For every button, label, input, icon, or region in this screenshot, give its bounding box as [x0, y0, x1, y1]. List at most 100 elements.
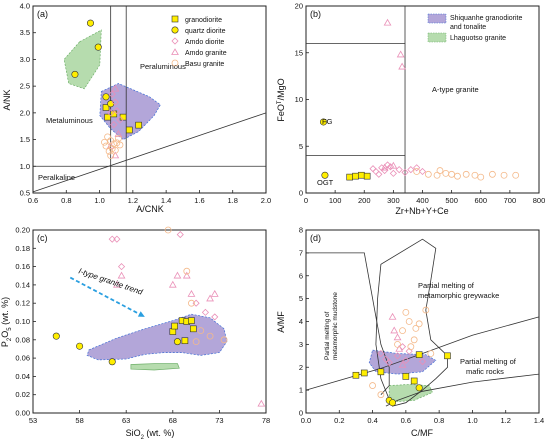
point-basu-granite: [399, 327, 406, 335]
point-amdo-diorite: [407, 166, 415, 174]
point-amdo-diorite: [413, 164, 421, 172]
point-amdo-granite: [114, 130, 123, 137]
point-amdo-diorite: [108, 90, 116, 98]
point-amdo-diorite: [389, 169, 397, 177]
x-tick-label: 2.0: [261, 196, 271, 205]
legend-a: granodiorite quartz diorite Amdo diorite…: [171, 15, 227, 68]
point-amdo-granite: [389, 161, 398, 169]
x-tick-label: 0.8: [61, 196, 71, 205]
point-granodiorite: [402, 373, 410, 380]
legend-text-amdo-diorite: Amdo diorite: [185, 39, 224, 46]
y-tick-label: 5: [299, 294, 303, 303]
point-quartz-diorite: [108, 358, 116, 366]
y-tick-label: 0.10: [15, 317, 30, 326]
panel-b: (b) 0 100 200 300 400 500 600 700 800 0 5 10 15 20 Z…: [276, 2, 545, 217]
point-quartz-diorite: [71, 70, 79, 78]
region-label-mafic-2: mafic rocks: [466, 367, 504, 376]
point-amdo-diorite: [375, 170, 383, 178]
panel-d-ylabel: A/MF: [276, 311, 286, 333]
region-label-greywacke-2: metamorphic greywacke: [418, 291, 499, 300]
point-basu-granite: [101, 138, 108, 146]
x-tick-label: 800: [533, 196, 546, 205]
point-basu-granite: [188, 299, 195, 307]
x-tick-label: 73: [215, 416, 223, 425]
y-tick-label: 5: [299, 142, 303, 151]
panel-a-xlabel: A/CNK: [136, 204, 164, 214]
point-granodiorite: [377, 368, 385, 376]
y-tick-label: 1: [299, 386, 303, 395]
point-amdo-diorite: [116, 116, 124, 124]
point-basu-granite: [448, 170, 456, 178]
panel-d-label: (d): [310, 233, 321, 243]
point-amdo-diorite: [369, 165, 377, 173]
y-tick-label: 6: [299, 271, 303, 280]
point-amdo-diorite: [385, 359, 393, 367]
point-quartz-diorite: [389, 399, 397, 407]
region-label-mudstone-2: metamorphic mudstone: [332, 292, 339, 360]
legend-marker-lhaguotso: [427, 32, 447, 43]
point-amdo-diorite: [176, 231, 184, 239]
x-tick-label: 300: [387, 196, 400, 205]
x-tick-label: 1.0: [94, 196, 104, 205]
point-quartz-diorite: [102, 93, 110, 101]
point-amdo-diorite: [377, 349, 385, 358]
point-basu-granite: [422, 306, 430, 314]
point-amdo-diorite: [402, 356, 410, 364]
y-tick-label: 4.0: [20, 2, 30, 11]
point-basu-granite: [436, 167, 444, 174]
point-quartz-diorite: [415, 384, 423, 392]
x-tick-label: 500: [445, 196, 458, 205]
x-tick-label: 0.2: [334, 416, 344, 425]
point-amdo-granite: [168, 280, 177, 288]
y-tick-label: 0.04: [15, 372, 30, 381]
point-granodiorite: [102, 104, 110, 111]
region-label-greywacke-1: Partial melting of: [418, 281, 475, 290]
point-granodiorite: [110, 110, 118, 118]
x-tick-label: 0: [304, 196, 308, 205]
point-quartz-diorite: [319, 118, 327, 126]
point-amdo-diorite: [117, 263, 126, 271]
point-basu-granite: [102, 142, 110, 150]
point-basu-granite: [424, 170, 432, 178]
legend-text-granodiorite: granodiorite: [185, 17, 222, 24]
point-amdo-granite: [390, 326, 399, 334]
region-label-peralkaline: Peralkaline: [38, 173, 75, 182]
point-granodiorite: [363, 172, 371, 180]
x-tick-label: 63: [122, 416, 130, 425]
panel-b-xlabel: Zr+Nb+Y+Ce: [395, 206, 448, 216]
panel-d: (d) 0.0 0.2 0.4 0.6 0.8 1.0 1.2 1.4 0 1 2 3 4 5 6 7 8 C…: [276, 226, 544, 439]
y-tick-label: 0.02: [15, 390, 30, 399]
point-amdo-diorite: [110, 121, 118, 129]
x-tick-label: 1.2: [500, 416, 510, 425]
panel-c-frame: [32, 229, 267, 414]
x-tick-label: 78: [262, 416, 270, 425]
y-tick-label: 0.12: [15, 299, 30, 308]
panel-a-ylabel: A/NK: [2, 89, 12, 110]
panel-a: (a) 0.6 0.8 1.0 1.2 1.4 1.6 1.8 2.0 0.5 1.0 1.5 2.…: [2, 2, 271, 215]
point-basu-granite: [192, 338, 200, 346]
annotation-i-type-trend: I-type granite trend: [77, 266, 144, 297]
point-amdo-diorite: [393, 352, 402, 360]
x-tick-label: 0.8: [434, 416, 444, 425]
point-amdo-granite: [383, 18, 392, 26]
y-tick-label: 10: [295, 95, 303, 104]
legend-text-basu-granite: Basu granite: [185, 61, 224, 68]
point-basu-granite: [413, 168, 421, 175]
y-tick-label: 2.5: [20, 82, 30, 91]
y-tick-label: 1.5: [20, 135, 30, 144]
legend-marker-basu-granite: [171, 59, 179, 67]
point-amdo-granite: [173, 271, 182, 279]
x-tick-label: 53: [29, 416, 37, 425]
legend-b: Shiquanhe granodiorite and tonalite Lhag…: [427, 13, 522, 43]
point-amdo-granite: [187, 289, 196, 297]
point-amdo-granite: [117, 271, 126, 279]
point-basu-granite: [512, 171, 520, 179]
y-tick-label: 8: [299, 226, 303, 235]
point-amdo-granite: [393, 333, 402, 341]
x-tick-label: 0.0: [301, 416, 311, 425]
y-tick-label: 3: [299, 340, 303, 349]
boundary-greywacke: [375, 238, 448, 407]
point-granodiorite: [181, 337, 189, 345]
point-basu-granite: [220, 336, 228, 344]
point-granodiorite: [346, 173, 353, 181]
